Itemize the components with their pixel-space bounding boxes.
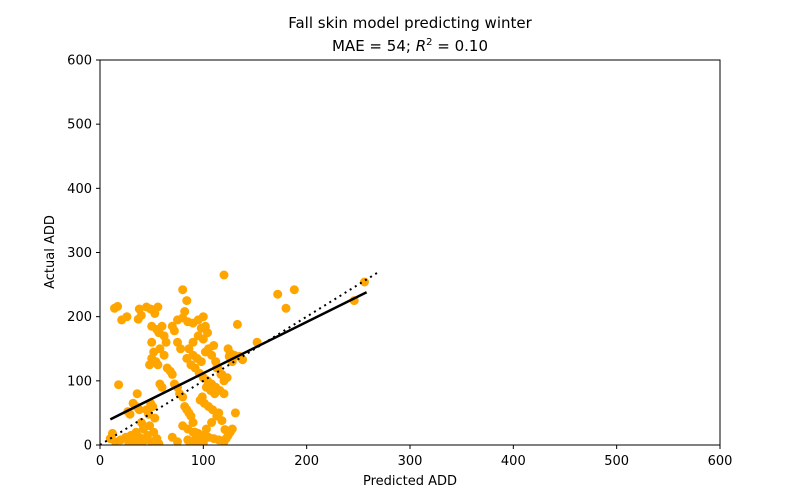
plot-area — [100, 270, 378, 445]
axes: 0 100 200 300 400 500 600 0 100 200 300 400 500 600 — [67, 54, 732, 470]
chart-subtitle: MAE = 54; R2 = 0.10 — [332, 37, 488, 55]
data-point — [133, 314, 143, 324]
data-point — [220, 425, 230, 435]
subtitle-r2-exponent: 2 — [426, 37, 432, 48]
regression-line — [109, 291, 368, 421]
data-point — [148, 402, 158, 411]
data-point — [217, 369, 227, 379]
data-point — [360, 277, 369, 287]
x-tick-label: 400 — [501, 454, 526, 469]
y-axis-label: Actual ADD — [43, 215, 58, 289]
subtitle-suffix: = 0.10 — [433, 37, 489, 55]
data-point — [153, 360, 163, 370]
x-tick-label: 300 — [398, 454, 423, 469]
data-point — [200, 347, 210, 357]
data-point — [281, 303, 291, 313]
data-point — [145, 421, 155, 431]
data-point — [159, 350, 169, 360]
data-point — [273, 289, 283, 299]
data-point — [134, 304, 144, 314]
y-tick-label: 500 — [67, 118, 92, 133]
subtitle-r2-symbol: R — [416, 37, 426, 55]
data-point — [180, 307, 190, 316]
data-point — [210, 389, 220, 399]
data-point — [157, 382, 167, 392]
data-point — [219, 389, 229, 399]
x-tick-label: 0 — [96, 454, 104, 469]
data-point — [155, 344, 165, 354]
data-point — [147, 337, 157, 347]
data-point — [209, 341, 219, 350]
data-point — [193, 331, 203, 341]
data-point — [227, 424, 237, 434]
data-point — [230, 408, 240, 418]
data-point — [238, 355, 248, 365]
data-point — [198, 312, 208, 322]
data-point — [173, 437, 182, 445]
data-point — [154, 439, 164, 445]
data-point — [188, 418, 198, 427]
data-point — [196, 432, 206, 442]
data-point — [114, 380, 124, 390]
data-point — [169, 326, 179, 336]
data-point — [167, 369, 177, 379]
subtitle-prefix: MAE = 54; — [332, 37, 416, 55]
data-point — [138, 421, 148, 431]
x-tick-label: 600 — [708, 454, 733, 469]
y-tick-label: 400 — [67, 182, 92, 197]
data-point — [161, 337, 171, 347]
data-point — [203, 328, 212, 338]
data-point — [196, 357, 206, 367]
data-point — [217, 416, 227, 426]
plot-marks — [100, 270, 378, 445]
identity-line — [100, 272, 378, 445]
data-point — [178, 285, 188, 295]
data-point — [182, 296, 192, 306]
y-tick-label: 300 — [67, 246, 92, 261]
y-tick-label: 100 — [67, 374, 92, 389]
data-point — [214, 408, 224, 418]
y-tick-label: 200 — [67, 310, 92, 325]
data-point — [132, 389, 142, 399]
data-point — [150, 413, 160, 423]
data-point — [225, 348, 235, 358]
data-point — [219, 270, 229, 280]
data-point — [188, 337, 198, 347]
x-axis-label: Predicted ADD — [363, 474, 457, 489]
data-point — [178, 392, 188, 402]
data-point — [232, 319, 242, 329]
x-tick-label: 100 — [191, 454, 216, 469]
x-tick-label: 200 — [294, 454, 319, 469]
data-point — [153, 302, 163, 312]
y-tick-label: 600 — [67, 54, 92, 69]
data-point — [201, 424, 211, 434]
y-tick-label: 0 — [84, 439, 92, 454]
data-point — [122, 312, 132, 322]
data-point — [289, 285, 299, 295]
data-point — [176, 344, 186, 354]
data-point — [184, 344, 194, 354]
x-tick-label: 500 — [604, 454, 629, 469]
data-point — [157, 321, 167, 331]
data-point — [207, 418, 217, 427]
data-point — [113, 301, 123, 311]
chart-title: Fall skin model predicting winter — [288, 14, 532, 32]
